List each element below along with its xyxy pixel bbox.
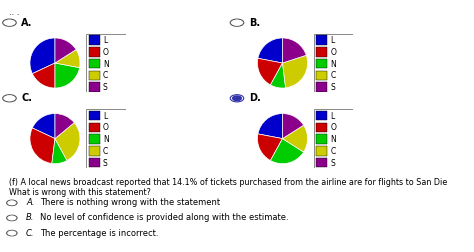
Bar xyxy=(89,123,100,132)
Bar xyxy=(89,111,100,120)
Wedge shape xyxy=(55,123,80,161)
Bar xyxy=(89,59,100,68)
Text: There is nothing wrong with the statement: There is nothing wrong with the statemen… xyxy=(40,198,220,207)
Text: S: S xyxy=(330,83,335,92)
Wedge shape xyxy=(283,114,304,139)
Bar xyxy=(89,35,100,45)
Bar xyxy=(316,146,327,156)
Text: O: O xyxy=(330,48,337,57)
Bar xyxy=(316,59,327,68)
FancyBboxPatch shape xyxy=(314,34,354,92)
Wedge shape xyxy=(32,114,55,139)
Wedge shape xyxy=(55,114,74,139)
FancyBboxPatch shape xyxy=(314,109,354,168)
Wedge shape xyxy=(258,114,283,139)
Bar xyxy=(316,71,327,80)
Text: L: L xyxy=(103,112,107,121)
Bar xyxy=(89,71,100,80)
Text: N: N xyxy=(103,135,109,144)
Text: No level of confidence is provided along with the estimate.: No level of confidence is provided along… xyxy=(40,213,289,223)
Text: L: L xyxy=(330,112,335,121)
Text: C: C xyxy=(330,72,336,80)
Bar xyxy=(89,47,100,56)
Text: S: S xyxy=(103,83,108,92)
Text: C.: C. xyxy=(21,93,32,103)
Wedge shape xyxy=(257,58,283,85)
Text: N: N xyxy=(330,135,336,144)
Bar xyxy=(316,123,327,132)
Text: C.: C. xyxy=(26,229,35,238)
Wedge shape xyxy=(257,134,283,161)
Wedge shape xyxy=(271,63,286,88)
Wedge shape xyxy=(55,63,80,88)
Text: S: S xyxy=(103,159,108,168)
Text: What is wrong with this statement?: What is wrong with this statement? xyxy=(9,188,151,197)
FancyBboxPatch shape xyxy=(86,109,126,168)
Text: A.: A. xyxy=(21,18,33,28)
Wedge shape xyxy=(30,128,55,164)
Text: S: S xyxy=(330,159,335,168)
Text: N: N xyxy=(330,60,336,69)
Text: O: O xyxy=(330,123,337,133)
Text: A.: A. xyxy=(26,198,35,207)
Bar xyxy=(89,135,100,144)
Bar xyxy=(316,158,327,168)
Wedge shape xyxy=(258,38,283,63)
Wedge shape xyxy=(52,139,67,164)
Text: L: L xyxy=(103,36,107,45)
Wedge shape xyxy=(30,38,55,74)
Wedge shape xyxy=(55,50,80,68)
Text: C: C xyxy=(330,147,336,156)
Bar xyxy=(316,35,327,45)
FancyBboxPatch shape xyxy=(86,34,126,92)
Bar xyxy=(316,135,327,144)
Bar xyxy=(316,111,327,120)
Bar xyxy=(89,158,100,168)
Wedge shape xyxy=(271,139,304,164)
Text: The percentage is incorrect.: The percentage is incorrect. xyxy=(40,229,159,238)
Bar xyxy=(316,82,327,92)
Text: B.: B. xyxy=(26,213,35,223)
Text: B.: B. xyxy=(249,18,260,28)
Text: O: O xyxy=(103,48,109,57)
Text: C: C xyxy=(103,72,108,80)
Bar xyxy=(89,82,100,92)
Bar xyxy=(316,47,327,56)
Wedge shape xyxy=(283,125,308,152)
Text: .. .: .. . xyxy=(9,8,20,17)
Wedge shape xyxy=(283,38,306,63)
Wedge shape xyxy=(32,63,55,88)
Wedge shape xyxy=(283,55,308,88)
Text: L: L xyxy=(330,36,335,45)
Text: N: N xyxy=(103,60,109,69)
Text: D.: D. xyxy=(249,93,261,103)
Text: C: C xyxy=(103,147,108,156)
Text: (f) A local news broadcast reported that 14.1% of tickets purchased from the air: (f) A local news broadcast reported that… xyxy=(9,178,448,187)
Wedge shape xyxy=(55,38,76,63)
Text: O: O xyxy=(103,123,109,133)
Bar xyxy=(89,146,100,156)
